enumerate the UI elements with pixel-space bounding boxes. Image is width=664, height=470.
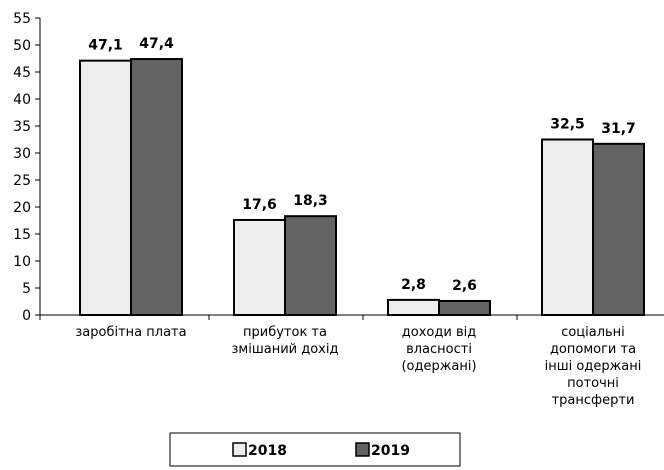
category-label: прибуток та змішаний дохід bbox=[232, 325, 339, 357]
y-axis: 0 5 10 15 20 25 30 35 40 45 50 55 bbox=[13, 11, 41, 324]
category-label-line: поточні bbox=[567, 376, 619, 391]
bar-2018-1 bbox=[233, 218, 286, 317]
legend-box bbox=[169, 432, 461, 467]
data-label: 2,8 bbox=[401, 277, 426, 293]
category-label: заробітна плата bbox=[75, 325, 186, 340]
y-tick-label: 0 bbox=[22, 308, 31, 324]
category-label-line: власності bbox=[406, 342, 472, 357]
category-label-line: трансферти bbox=[552, 393, 635, 408]
y-tick-label: 35 bbox=[13, 119, 31, 135]
bar-2019-2 bbox=[438, 299, 491, 316]
y-tick-label: 45 bbox=[13, 65, 31, 81]
legend-swatch-2018 bbox=[232, 442, 247, 457]
bar-2019-3 bbox=[592, 142, 645, 316]
bar-2019-0 bbox=[130, 58, 183, 317]
category-label-line: соціальні bbox=[561, 325, 625, 340]
data-label: 18,3 bbox=[293, 193, 328, 209]
y-tick-label: 20 bbox=[13, 200, 31, 216]
y-tick-label: 55 bbox=[13, 11, 31, 27]
data-label: 31,7 bbox=[601, 121, 636, 137]
data-label: 2,6 bbox=[452, 278, 477, 294]
bar-2018-3 bbox=[541, 138, 594, 316]
category-label-line: доходи від bbox=[402, 325, 476, 340]
y-tick-label: 15 bbox=[13, 227, 31, 243]
category-label: доходи від власності (одержані) bbox=[401, 325, 476, 374]
category-label-line: інші одержані bbox=[545, 359, 642, 374]
y-tick-label: 5 bbox=[22, 281, 31, 297]
bar-2018-2 bbox=[387, 298, 440, 317]
bars bbox=[79, 58, 645, 317]
category-label-line: прибуток та bbox=[243, 325, 327, 340]
legend-label-2018: 2018 bbox=[248, 443, 287, 459]
bar-2019-1 bbox=[284, 215, 337, 316]
x-axis: заробітна плата прибуток та змішаний дохід… bbox=[39, 314, 664, 408]
bar-2018-0 bbox=[79, 59, 132, 316]
y-tick-label: 25 bbox=[13, 173, 31, 189]
category-label-line: змішаний дохід bbox=[232, 342, 339, 357]
data-label: 17,6 bbox=[242, 197, 277, 213]
legend-swatch-2019 bbox=[355, 442, 370, 457]
legend-label-2019: 2019 bbox=[371, 443, 410, 459]
data-labels: 47,1 47,4 17,6 18,3 2,8 2,6 32,5 31,7 bbox=[88, 36, 636, 294]
y-tick-label: 30 bbox=[13, 146, 31, 162]
y-tick-label: 10 bbox=[13, 254, 31, 270]
data-label: 47,4 bbox=[139, 36, 174, 52]
y-tick-label: 50 bbox=[13, 38, 31, 54]
category-label: соціальні допомоги та інші одержані поточні… bbox=[545, 325, 642, 408]
category-label-line: допомоги та bbox=[550, 342, 636, 357]
category-label-line: (одержані) bbox=[401, 359, 476, 374]
data-label: 32,5 bbox=[550, 117, 585, 133]
legend: 2018 2019 bbox=[169, 432, 461, 467]
data-label: 47,1 bbox=[88, 38, 123, 54]
y-tick-label: 40 bbox=[13, 92, 31, 108]
category-label-line: заробітна плата bbox=[75, 325, 186, 340]
